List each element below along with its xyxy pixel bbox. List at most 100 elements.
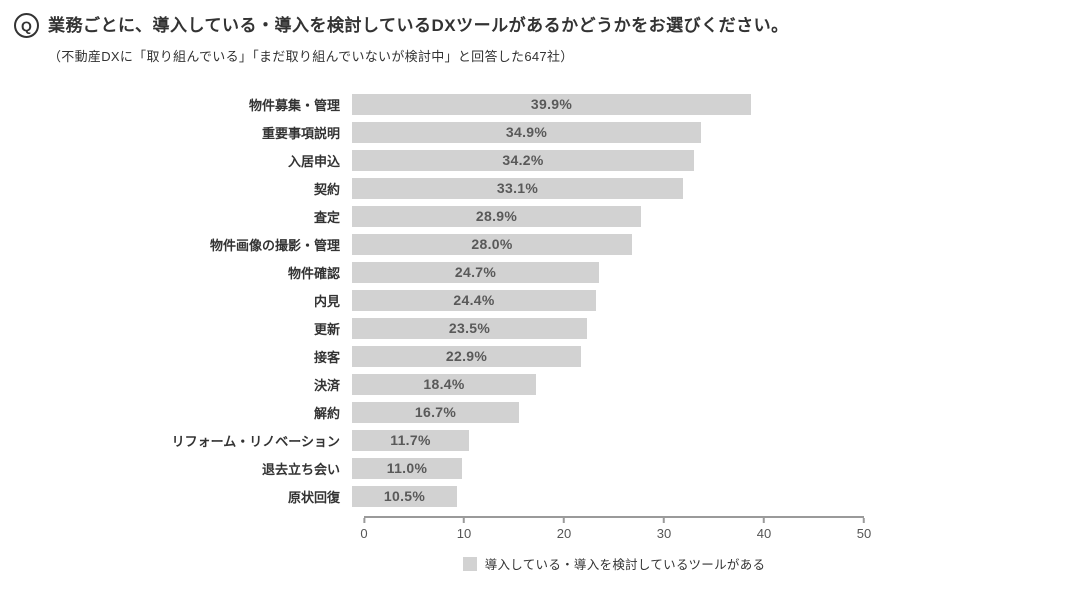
bar-track: 24.4% [352,289,852,311]
bar-track: 11.0% [352,457,852,479]
bar-track: 18.4% [352,373,852,395]
tick-label: 20 [556,526,572,541]
tick-label: 10 [456,526,472,541]
bar-value-label: 11.0% [386,460,428,476]
chart-legend: 導入している・導入を検討しているツールがある [364,554,864,573]
bar-value-label: 39.9% [530,96,573,112]
table-row: 物件画像の撮影・管理 28.0% [0,230,1080,258]
bar: 28.0% [352,233,632,255]
table-row: 原状回復 10.5% [0,482,1080,510]
category-label: 査定 [313,209,340,225]
x-axis-tick: 30 [657,518,671,541]
x-axis-tick: 10 [457,518,471,541]
category-label: 契約 [313,181,340,197]
tick-mark [663,518,665,523]
table-row: 更新 23.5% [0,314,1080,342]
tick-label: 40 [756,526,772,541]
category-label: 決済 [313,377,340,393]
tick-mark [863,518,865,523]
category-label: リフォーム・リノベーション [171,433,340,449]
bar-value-label: 28.0% [471,236,513,252]
page-subtitle: （不動産DXに「取り組んでいる」「まだ取り組んでいないが検討中」と回答した647… [48,49,574,64]
bar-track: 16.7% [352,401,852,423]
x-axis-tick: 0 [360,518,368,541]
category-label: 物件画像の撮影・管理 [209,237,340,253]
bar: 34.9% [352,121,701,143]
bar: 24.4% [352,289,596,311]
table-row: 解約 16.7% [0,398,1080,426]
tick-label: 50 [856,526,872,541]
category-label: 内見 [313,293,340,309]
tick-mark [763,518,765,523]
category-label: 入居申込 [287,153,340,169]
table-row: 物件募集・管理 39.9% [0,90,1080,118]
category-label: 接客 [313,349,340,365]
bar-track: 33.1% [352,177,852,199]
bar-value-label: 34.2% [502,152,544,168]
bar: 24.7% [352,261,599,283]
legend-label: 導入している・導入を検討しているツールがある [484,558,766,572]
table-row: 決済 18.4% [0,370,1080,398]
category-label: 物件募集・管理 [248,97,340,113]
category-label: 重要事項説明 [261,125,340,141]
category-label: 退去立ち会い [261,461,340,477]
bar-value-label: 16.7% [414,404,457,420]
bar-track: 22.9% [352,345,852,367]
table-row: 物件確認 24.7% [0,258,1080,286]
table-row: 退去立ち会い 11.0% [0,454,1080,482]
x-axis-tick: 50 [857,518,871,541]
question-badge: Q [14,13,39,38]
bar: 39.9% [352,93,751,115]
category-label: 物件確認 [287,265,340,281]
bar: 33.1% [352,177,683,199]
bar-value-label: 34.9% [505,124,548,140]
bar: 11.7% [352,429,469,451]
x-axis: 0 10 20 30 40 50 [360,516,871,542]
bar: 23.5% [352,317,587,339]
table-row: 入居申込 34.2% [0,146,1080,174]
table-row: 重要事項説明 34.9% [0,118,1080,146]
bar: 18.4% [352,373,536,395]
bar-value-label: 23.5% [448,320,491,336]
bar-track: 39.9% [352,93,852,115]
horizontal-bar-chart: 物件募集・管理 39.9% 重要事項説明 34.9% 入居申込 34.2% 契約… [0,90,1080,573]
bar-track: 34.2% [352,149,852,171]
table-row: 契約 33.1% [0,174,1080,202]
tick-mark [563,518,565,523]
tick-mark [463,518,465,523]
category-label: 更新 [313,321,340,337]
bar-value-label: 10.5% [383,488,426,504]
bar-track: 28.9% [352,205,852,227]
table-row: 内見 24.4% [0,286,1080,314]
table-row: 接客 22.9% [0,342,1080,370]
bar-value-label: 24.4% [453,292,495,308]
bar: 16.7% [352,401,519,423]
tick-label: 0 [360,526,368,541]
legend-swatch-icon [462,556,477,571]
bar: 28.9% [352,205,641,227]
bar-value-label: 28.9% [475,208,518,224]
category-label: 解約 [313,405,340,421]
bar: 22.9% [352,345,581,367]
bar-track: 24.7% [352,261,852,283]
table-row: リフォーム・リノベーション 11.7% [0,426,1080,454]
bar-value-label: 33.1% [496,180,539,196]
bar-track: 28.0% [352,233,852,255]
bar-track: 10.5% [352,485,852,507]
bar-track: 23.5% [352,317,852,339]
tick-label: 30 [656,526,672,541]
page-title: 業務ごとに、導入している・導入を検討しているDXツールがあるかどうかをお選びくだ… [48,16,789,35]
bar-value-label: 24.7% [454,264,497,280]
bar-track: 11.7% [352,429,852,451]
bar-value-label: 18.4% [423,376,465,392]
x-axis-tick: 20 [557,518,571,541]
bar: 11.0% [352,457,462,479]
bar-track: 34.9% [352,121,852,143]
bar: 34.2% [352,149,694,171]
bar-value-label: 22.9% [445,348,488,364]
question-header: Q 業務ごとに、導入している・導入を検討しているDXツールがあるかどうかをお選び… [14,13,789,38]
category-label: 原状回復 [287,489,340,505]
table-row: 査定 28.9% [0,202,1080,230]
bar-value-label: 11.7% [390,432,431,448]
